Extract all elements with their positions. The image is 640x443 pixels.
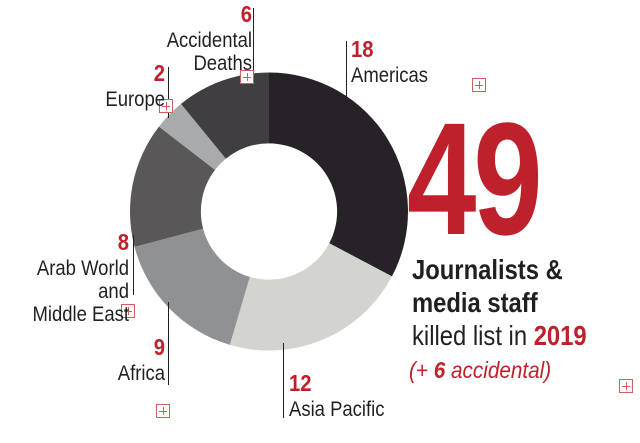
year-label: 2019 [533,320,587,351]
donut-segment-europe [158,103,226,170]
callout-americas: 18 Americas [351,36,457,88]
plus-marker-icon[interactable] [240,70,254,84]
callout-value: 18 [351,36,374,62]
callout-label: Europe [105,88,165,111]
callout-asia-pacific: 12 Asia Pacific [289,370,403,422]
headline-text: Journalists & media staff killed list in… [412,253,587,352]
plus-marker-icon[interactable] [159,99,173,113]
leader-line-asia-pacific [283,343,284,418]
callout-value: 6 [240,1,252,27]
callout-value: 2 [153,60,165,86]
total-killed-number: 49 [407,89,543,268]
leader-line-europe [168,67,169,118]
callout-arab-world-middle-east: 8 Arab World and Middle East [6,229,129,327]
callout-europe: 2 Europe [68,60,165,112]
leader-line-africa [168,302,169,385]
callout-label: Accidental Deaths [166,29,252,75]
callout-value: 12 [289,370,312,396]
callout-label: Africa [117,362,165,385]
plus-marker-icon[interactable] [472,78,486,92]
callout-value: 9 [153,334,165,360]
callout-label: Arab World and Middle East [32,257,129,326]
callout-label: Asia Pacific [289,398,385,421]
callout-accidental-deaths: 6 Accidental Deaths [146,1,252,76]
headline-line2: media staff [412,287,538,318]
callout-label: Americas [351,64,429,87]
headline-line3: killed list in 2019 [412,320,587,351]
plus-marker-icon[interactable] [121,304,135,318]
plus-marker-icon[interactable] [619,379,633,393]
callout-value: 8 [117,229,129,255]
headline-line1: Journalists & [412,254,563,285]
leader-line-americas [346,41,347,98]
callout-africa: 9 Africa [68,334,165,386]
leader-line-accidental [253,8,254,78]
donut-segment-arab-world-and-middle-east [130,126,216,247]
plus-marker-icon[interactable] [156,404,170,418]
donut-segment-africa [134,228,250,345]
leader-line-arab-world [133,235,134,295]
accidental-note: (+ 6 accidental) [409,357,552,383]
donut-segment-americas [269,72,409,277]
donut-segment-accidental-deaths [181,72,269,159]
donut-segment-asia-pacific [229,243,392,351]
